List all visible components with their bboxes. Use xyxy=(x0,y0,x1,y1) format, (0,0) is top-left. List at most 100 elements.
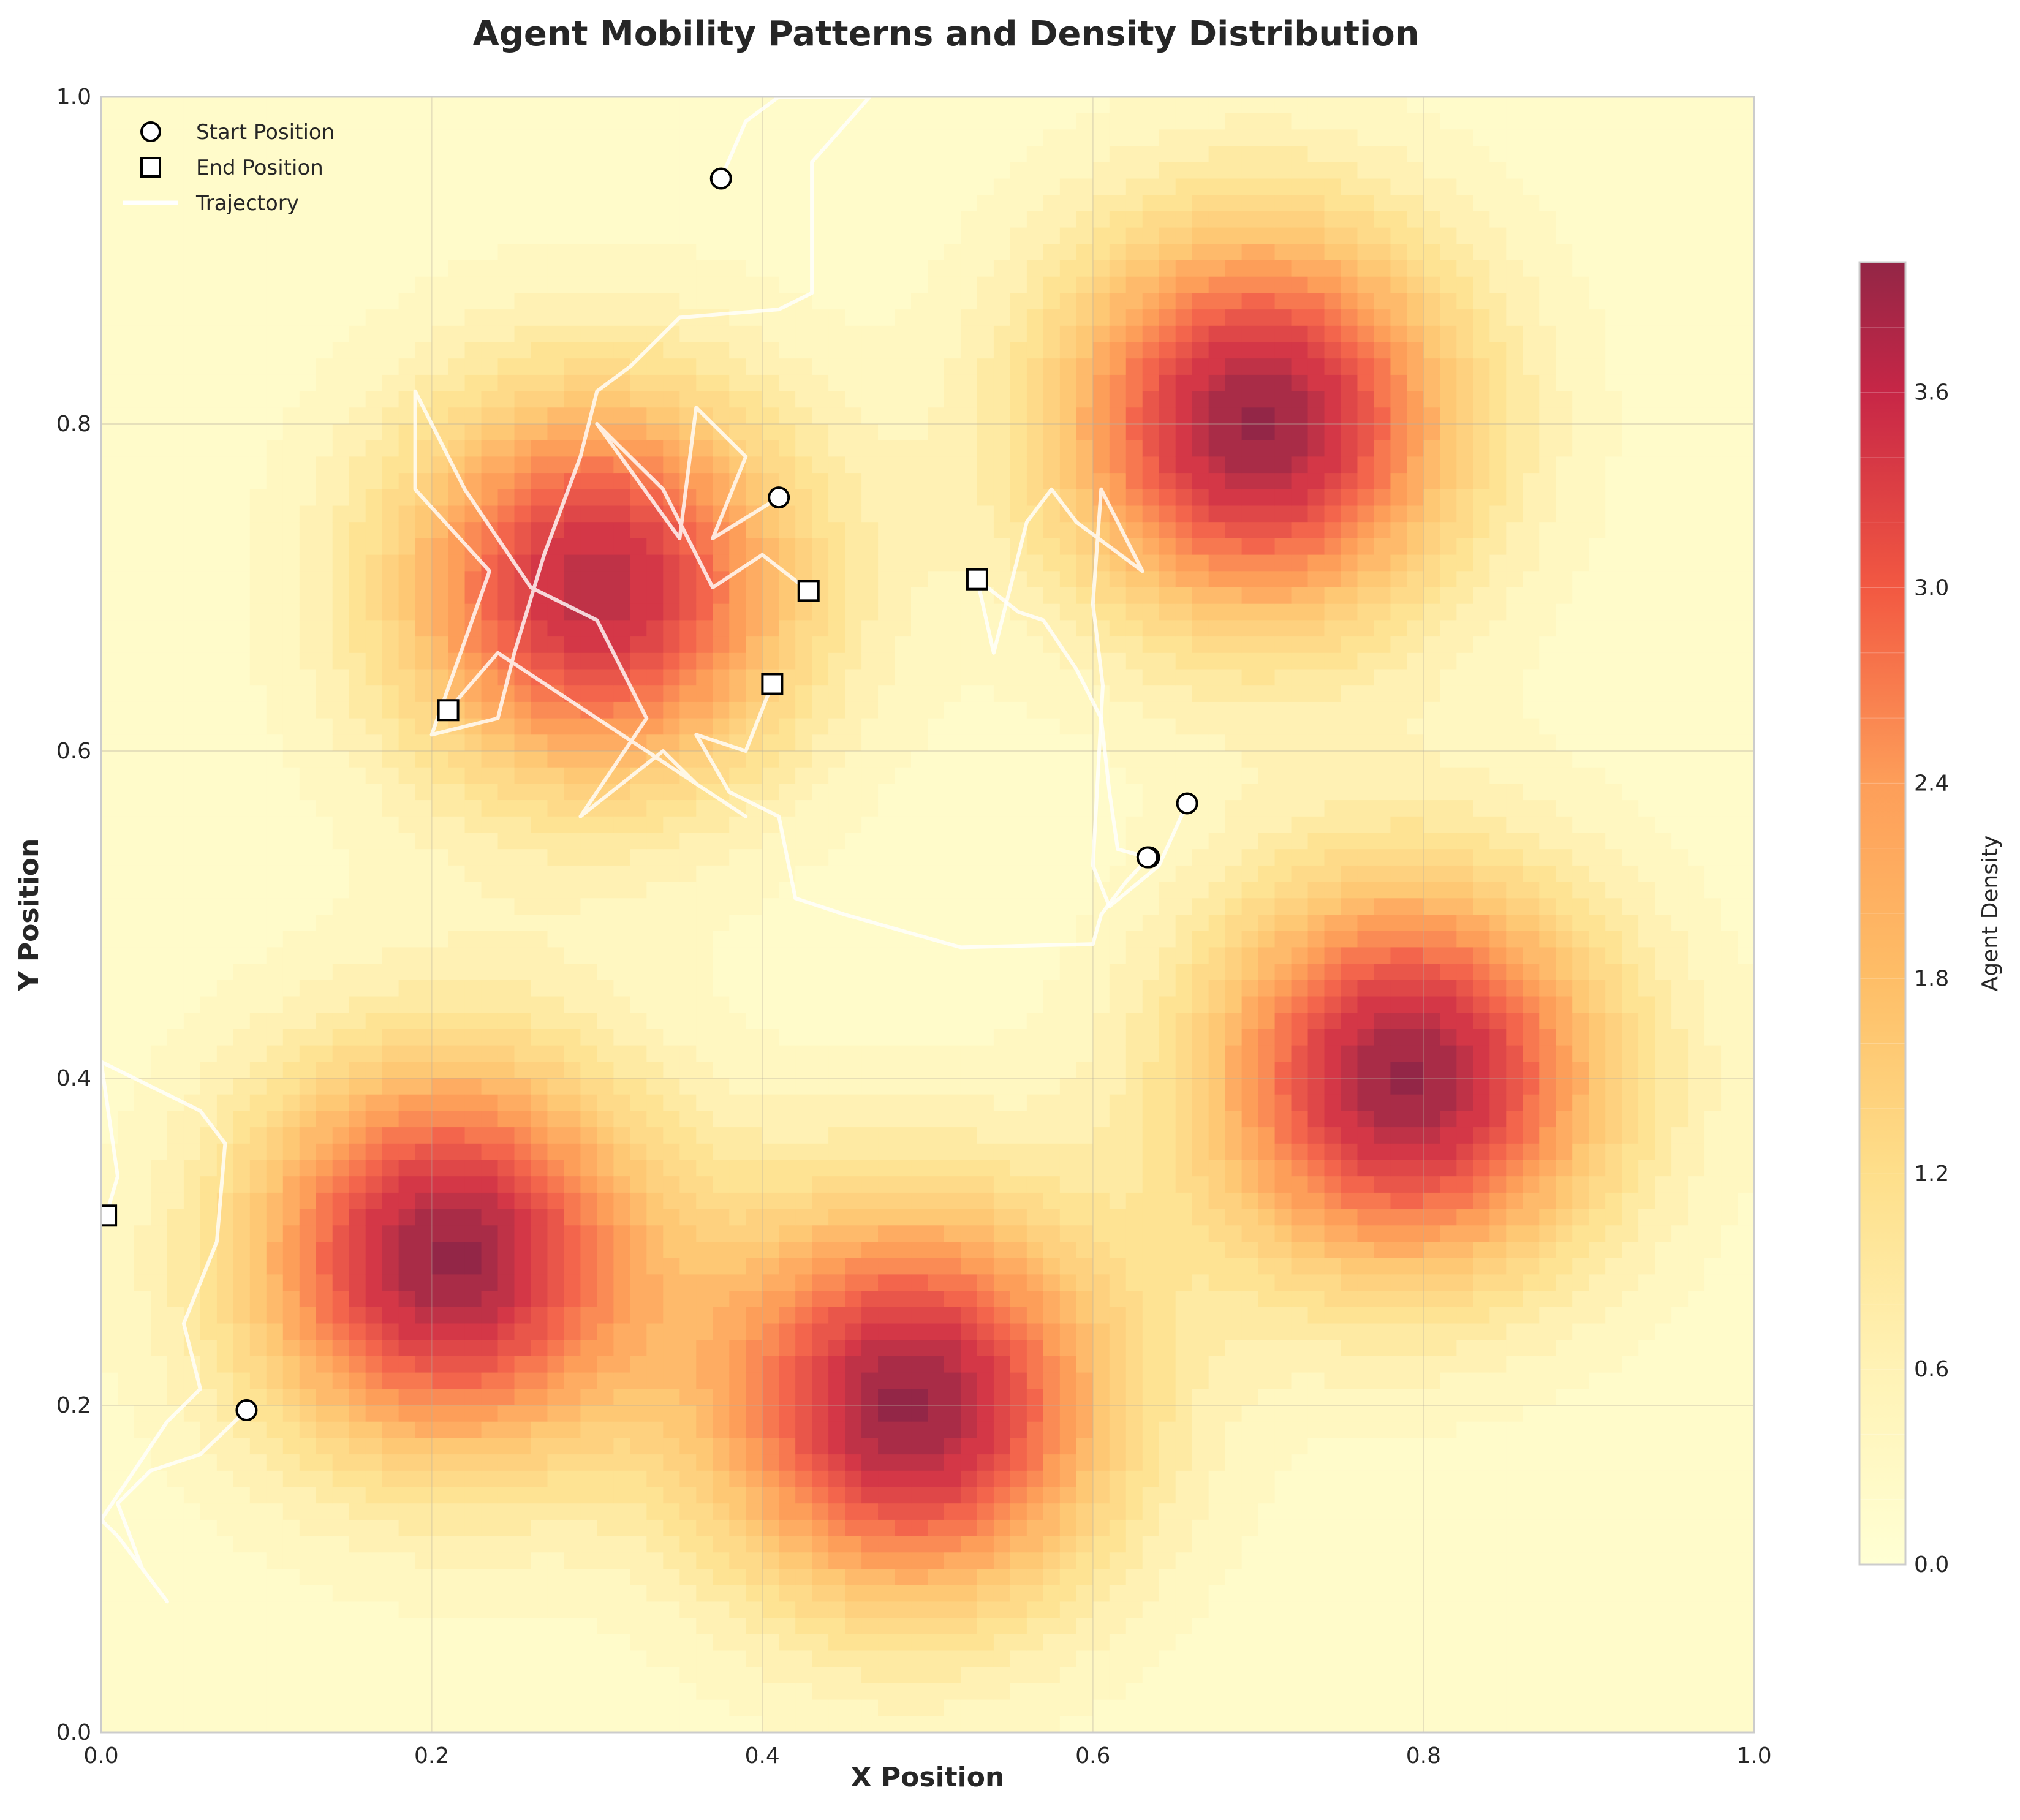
heatmap-cell xyxy=(564,1258,581,1275)
heatmap-cell xyxy=(200,538,218,556)
heatmap-cell xyxy=(349,1323,366,1340)
heatmap-cell xyxy=(200,456,218,474)
heatmap-cell xyxy=(200,1062,218,1079)
heatmap-cell xyxy=(365,947,383,964)
heatmap-cell xyxy=(282,146,300,163)
heatmap-cell xyxy=(895,1323,912,1340)
heatmap-cell xyxy=(531,276,548,293)
heatmap-cell xyxy=(332,1503,350,1520)
heatmap-cell xyxy=(895,980,912,997)
heatmap-cell xyxy=(167,374,184,392)
heatmap-cell xyxy=(349,1029,366,1046)
heatmap-cell xyxy=(547,1274,565,1291)
heatmap-cell xyxy=(431,964,449,981)
heatmap-cell xyxy=(861,587,879,605)
heatmap-cell xyxy=(746,865,763,883)
heatmap-cell xyxy=(448,129,466,146)
heatmap-cell xyxy=(448,1307,466,1324)
heatmap-cell xyxy=(299,1209,317,1226)
heatmap-cell xyxy=(911,1242,928,1259)
heatmap-cell xyxy=(547,636,565,654)
heatmap-cell xyxy=(497,833,515,850)
heatmap-cell xyxy=(365,424,383,441)
heatmap-cell xyxy=(729,1618,746,1635)
heatmap-cell xyxy=(861,162,879,179)
heatmap-cell xyxy=(249,1487,267,1504)
heatmap-cell xyxy=(845,1618,862,1635)
heatmap-cell xyxy=(382,947,399,964)
heatmap-cell xyxy=(828,1094,845,1111)
heatmap-cell xyxy=(762,113,779,130)
heatmap-cell xyxy=(365,342,383,359)
heatmap-cell xyxy=(679,1176,697,1193)
heatmap-cell xyxy=(845,554,862,572)
heatmap-cell xyxy=(101,1683,118,1701)
heatmap-cell xyxy=(431,195,449,212)
heatmap-cell xyxy=(630,1078,647,1095)
heatmap-cell xyxy=(150,1242,168,1259)
heatmap-cell xyxy=(729,227,746,244)
heatmap-cell xyxy=(200,1389,218,1406)
heatmap-cell xyxy=(282,1078,300,1095)
heatmap-cell xyxy=(249,701,267,719)
heatmap-cell xyxy=(481,898,499,915)
heatmap-cell xyxy=(431,1029,449,1046)
heatmap-cell xyxy=(117,97,135,114)
heatmap-cell xyxy=(448,325,466,343)
heatmap-cell xyxy=(911,669,928,686)
heatmap-cell xyxy=(431,211,449,228)
heatmap-cell xyxy=(845,1667,862,1684)
heatmap-cell xyxy=(762,767,779,784)
heatmap-cell xyxy=(282,129,300,146)
heatmap-cell xyxy=(183,407,201,425)
heatmap-cell xyxy=(679,816,697,834)
heatmap-cell xyxy=(828,1667,845,1684)
heatmap-cell xyxy=(167,1225,184,1242)
heatmap-cell xyxy=(299,652,317,670)
heatmap-cell xyxy=(431,734,449,752)
heatmap-cell xyxy=(663,587,680,605)
heatmap-cell xyxy=(580,1029,597,1046)
heatmap-cell xyxy=(216,1405,234,1422)
heatmap-cell xyxy=(415,1454,433,1471)
heatmap-cell xyxy=(613,1127,630,1144)
heatmap-cell xyxy=(464,980,482,997)
heatmap-cell xyxy=(663,1209,680,1226)
heatmap-cell xyxy=(795,669,812,686)
heatmap-cell xyxy=(895,97,912,114)
heatmap-cell xyxy=(580,833,597,850)
heatmap-cell xyxy=(564,1683,581,1701)
heatmap-cell xyxy=(431,1536,449,1553)
heatmap-cell xyxy=(779,1470,796,1488)
heatmap-cell xyxy=(150,244,168,261)
heatmap-cell xyxy=(713,1045,730,1062)
heatmap-cell xyxy=(531,211,548,228)
heatmap-cell xyxy=(316,309,333,327)
heatmap-cell xyxy=(316,1176,333,1193)
heatmap-cell xyxy=(150,473,168,490)
heatmap-cell xyxy=(547,865,565,883)
heatmap-cell xyxy=(646,620,664,637)
heatmap-cell xyxy=(167,358,184,376)
heatmap-cell xyxy=(845,244,862,261)
heatmap-cell xyxy=(746,211,763,228)
heatmap-cell xyxy=(349,1389,366,1406)
heatmap-cell xyxy=(431,1062,449,1079)
heatmap-cell xyxy=(679,701,697,719)
heatmap-cell xyxy=(646,685,664,703)
heatmap-cell xyxy=(812,620,829,637)
heatmap-cell xyxy=(861,1372,879,1389)
heatmap-cell xyxy=(713,1029,730,1046)
heatmap-cell xyxy=(398,849,416,866)
heatmap-cell xyxy=(415,1372,433,1389)
heatmap-cell xyxy=(597,898,614,915)
heatmap-cell xyxy=(365,1160,383,1177)
heatmap-cell xyxy=(779,309,796,327)
heatmap-cell xyxy=(282,1094,300,1111)
heatmap-cell xyxy=(812,1111,829,1128)
heatmap-cell xyxy=(828,636,845,654)
heatmap-cell xyxy=(580,980,597,997)
heatmap-cell xyxy=(861,636,879,654)
heatmap-cell xyxy=(249,587,267,605)
heatmap-cell xyxy=(861,1667,879,1684)
